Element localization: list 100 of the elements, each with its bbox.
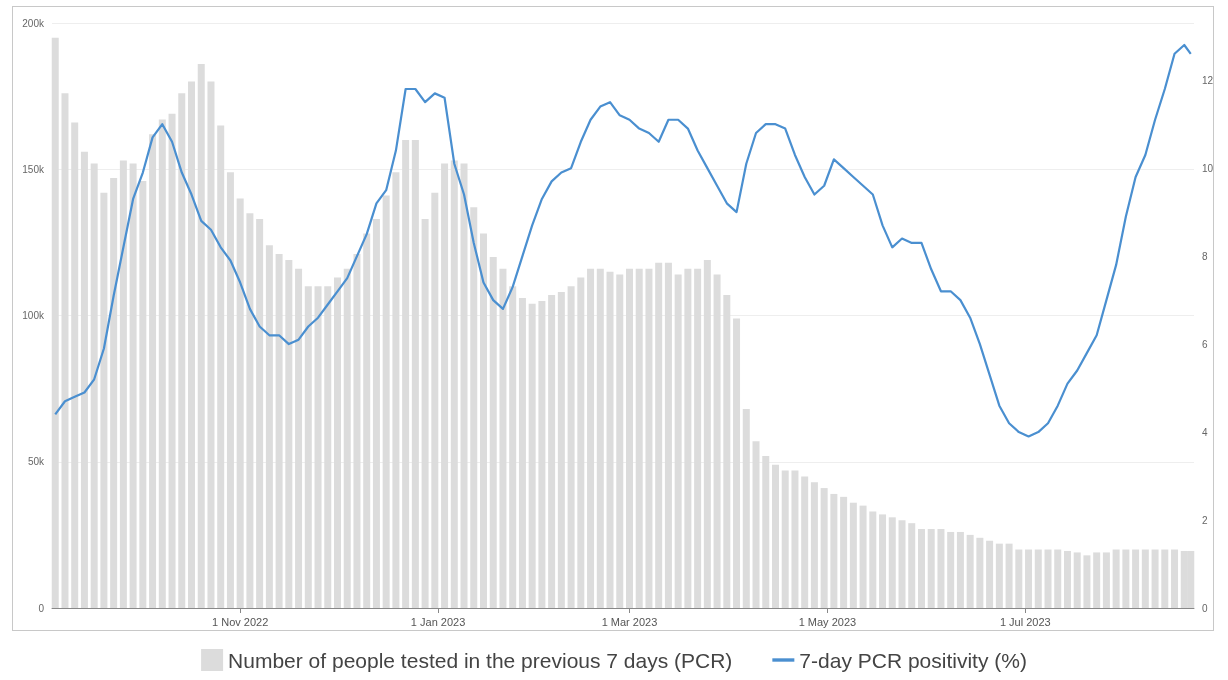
bar — [324, 286, 332, 608]
x-tick-label: 1 May 2023 — [798, 615, 857, 628]
bar — [1025, 549, 1033, 608]
bar — [625, 268, 633, 608]
y-tick-label: 100k — [22, 310, 45, 321]
bar — [460, 163, 468, 608]
y-tick-label: 150k — [22, 163, 45, 175]
bar — [90, 163, 98, 608]
bar — [606, 271, 614, 608]
bar — [168, 113, 176, 608]
bar — [265, 245, 273, 608]
bar — [314, 286, 322, 608]
bar — [61, 93, 69, 608]
x-tick-label: 1 Mar 2023 — [601, 615, 658, 628]
bar — [742, 409, 750, 608]
bar — [236, 198, 244, 608]
bar — [1015, 549, 1023, 608]
bar — [304, 286, 312, 608]
bar — [1112, 549, 1120, 608]
bar — [217, 125, 225, 608]
bar — [246, 213, 254, 608]
bar — [587, 268, 595, 608]
bar — [1122, 549, 1130, 608]
bar — [966, 534, 974, 608]
bar — [129, 163, 137, 608]
bar — [1093, 552, 1101, 608]
bar — [1151, 549, 1159, 608]
bar — [723, 295, 731, 608]
bar — [139, 180, 147, 608]
bar — [684, 268, 692, 608]
bar — [450, 160, 458, 608]
bar — [295, 268, 303, 608]
bar — [402, 140, 410, 608]
bar — [791, 470, 799, 608]
bar — [411, 140, 419, 608]
bar — [509, 286, 517, 608]
bar — [100, 192, 108, 608]
x-tick-label: 1 Nov 2022 — [212, 615, 269, 628]
bar — [1083, 555, 1091, 608]
bar — [820, 488, 828, 608]
bar — [810, 482, 818, 608]
bar — [1141, 549, 1149, 608]
bar — [655, 262, 663, 608]
bar — [518, 297, 526, 608]
bar — [879, 514, 887, 608]
bar — [645, 268, 653, 608]
bar — [781, 470, 789, 608]
bar — [188, 81, 196, 608]
bar — [372, 218, 380, 608]
bar — [567, 286, 575, 608]
y2-tick-label: 10 — [1202, 162, 1214, 174]
bar — [1073, 552, 1081, 608]
bar — [937, 529, 945, 608]
y2-tick-label: 12 — [1202, 74, 1214, 86]
bar — [1044, 549, 1052, 608]
bar — [713, 274, 721, 608]
bar — [908, 523, 916, 608]
bar — [110, 178, 118, 608]
bar — [674, 274, 682, 608]
bar — [343, 268, 351, 608]
bar — [616, 274, 624, 608]
bar — [392, 172, 400, 608]
bar — [178, 93, 186, 608]
bar — [226, 172, 234, 608]
bar — [956, 531, 964, 608]
bar — [830, 493, 838, 608]
x-tick-label: 1 Jul 2023 — [999, 615, 1051, 628]
bar — [771, 464, 779, 608]
bar — [917, 529, 925, 608]
bar — [1005, 543, 1013, 608]
bar — [382, 195, 390, 608]
bar — [976, 537, 984, 608]
bar — [197, 63, 205, 608]
bar — [947, 531, 955, 608]
legend-label: 7-day PCR positivity (%) — [799, 648, 1027, 672]
bar — [334, 277, 341, 608]
bar — [285, 259, 293, 608]
bar — [158, 119, 166, 608]
bar — [1054, 549, 1062, 608]
bar — [548, 295, 556, 608]
bar — [752, 441, 760, 608]
bar — [596, 268, 604, 608]
y2-tick-label: 4 — [1202, 426, 1208, 438]
y-tick-label: 50k — [27, 456, 45, 468]
y2-tick-label: 0 — [1202, 602, 1208, 614]
bar — [694, 268, 702, 608]
bar — [733, 318, 741, 608]
bar — [849, 502, 857, 608]
y2-tick-label: 8 — [1202, 250, 1208, 262]
bar — [431, 192, 439, 608]
bar — [1161, 549, 1169, 608]
bar — [1034, 549, 1042, 608]
bar — [664, 262, 672, 608]
bar — [80, 151, 88, 608]
bar — [995, 543, 1003, 608]
bar — [1102, 552, 1110, 608]
bar — [840, 496, 848, 608]
bar — [207, 81, 215, 608]
bar — [927, 529, 935, 608]
bar — [363, 233, 371, 608]
